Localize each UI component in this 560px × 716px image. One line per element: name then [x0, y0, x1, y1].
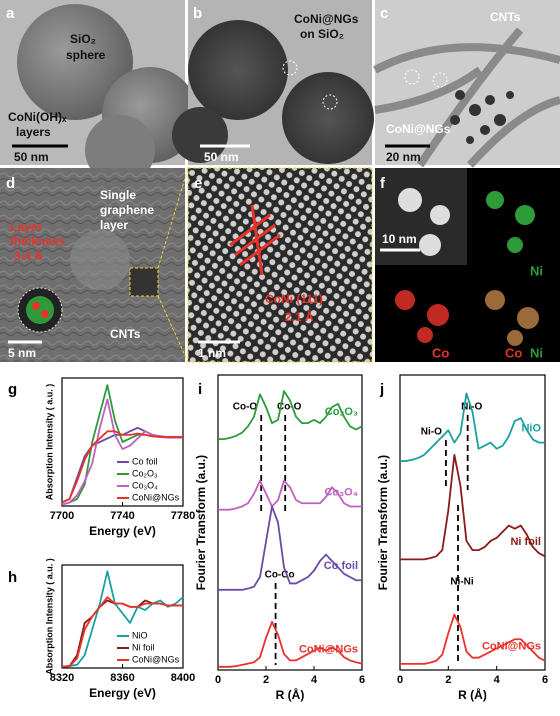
x-tick-label: 6 — [542, 674, 548, 686]
series-line — [400, 392, 545, 462]
panel-letter: i — [198, 381, 202, 398]
legend-label: NiO — [132, 630, 148, 640]
series-line — [218, 479, 362, 511]
x-tick-label: 8360 — [110, 672, 134, 684]
panel-a: a SiO₂ sphere CoNi(OH)ₓ layers 50 nm — [0, 0, 198, 185]
scale-label: 1 nm — [198, 346, 226, 360]
scale-label: 5 nm — [8, 346, 36, 360]
label: sphere — [66, 48, 106, 62]
x-tick-label: 8400 — [171, 672, 195, 684]
series-label: Co foil — [324, 560, 358, 572]
annotation: Co-O — [233, 402, 258, 413]
legend-label: Co foil — [132, 456, 158, 466]
plot-frame — [399, 374, 546, 671]
legend-label: CoNi@NGs — [132, 654, 180, 664]
x-tick-label: 2 — [263, 674, 269, 686]
scale-label: 50 nm — [204, 150, 239, 164]
panel-letter: b — [193, 5, 202, 22]
panel-letter: f — [380, 175, 386, 192]
label: CNTs — [110, 327, 141, 341]
label: CNTs — [490, 10, 521, 24]
x-axis-label: R (Å) — [458, 687, 487, 702]
x-tick-label: 7700 — [50, 510, 74, 522]
plot-frame — [61, 564, 184, 669]
scale-label: 10 nm — [382, 232, 417, 246]
legend-label: Ni foil — [132, 642, 155, 652]
annotation: Ni-Ni — [450, 577, 474, 588]
label: CoNi(OH)ₓ — [8, 110, 67, 124]
label: CoNi (111) — [265, 292, 323, 306]
annotation: Co-Co — [265, 570, 295, 581]
series-label: CoNi@NGs — [482, 641, 541, 653]
x-tick-label: 4 — [494, 674, 501, 686]
panel-letter: e — [194, 175, 202, 192]
plot-frame — [217, 374, 363, 671]
label: 2.1 Å — [285, 309, 314, 324]
panel-letter: h — [8, 569, 17, 586]
legend-label: Co₃O₄ — [132, 480, 158, 490]
series-line — [400, 613, 546, 665]
label: Ni — [530, 345, 543, 360]
series-label: Ni foil — [510, 536, 541, 548]
panel-e: e CoNi (111) 2.1 Å 1 nm — [187, 167, 373, 363]
x-tick-label: 8320 — [50, 672, 74, 684]
y-axis-label: Fourier Transform (a.u.) — [376, 455, 390, 590]
panel-letter: g — [8, 381, 17, 398]
x-axis-label: Energy (eV) — [89, 524, 156, 538]
label: Co — [432, 345, 449, 360]
panel-letter: c — [380, 5, 388, 22]
panel-letter: j — [379, 381, 384, 398]
series-line — [218, 390, 363, 441]
x-tick-label: 0 — [397, 674, 403, 686]
scale-label: 20 nm — [386, 150, 421, 164]
label: CoNi@NGs — [294, 12, 359, 26]
panel-d: d Single graphene layer Layer thickness … — [0, 168, 185, 362]
label: CoNi@NGs — [386, 122, 451, 136]
x-axis-label: Energy (eV) — [89, 686, 156, 700]
panel-c: c CNTs CoNi@NGs 20 nm — [373, 0, 560, 168]
label: Single — [100, 188, 136, 202]
x-tick-label: 7780 — [171, 510, 195, 522]
x-tick-label: 2 — [445, 674, 451, 686]
x-tick-label: 6 — [359, 674, 365, 686]
series-line — [61, 570, 184, 668]
y-axis-label: Absorption Intensity ( a.u. ) — [44, 384, 54, 501]
series-line — [400, 453, 546, 561]
label: graphene — [100, 203, 154, 217]
y-axis-label: Fourier Transform (a.u.) — [194, 455, 208, 590]
label: layer — [100, 218, 128, 232]
scale-label: 50 nm — [14, 150, 49, 164]
label: 3.4 Å — [14, 248, 43, 263]
label: Ni — [530, 263, 543, 278]
panel-b: b CoNi@NGs on SiO₂ 50 nm — [172, 0, 374, 165]
label: Co — [505, 345, 522, 360]
label: Layer — [10, 220, 42, 234]
label: thickness — [10, 234, 66, 248]
label: SiO₂ — [70, 32, 96, 46]
panel-letter: d — [6, 175, 15, 192]
annotation: Co-O — [277, 402, 302, 413]
series-line — [61, 398, 183, 506]
label: on SiO₂ — [300, 27, 344, 41]
series-label: NiO — [521, 423, 541, 435]
series-line — [218, 621, 363, 668]
series-line — [61, 430, 183, 504]
x-tick-label: 4 — [311, 674, 318, 686]
legend-label: Co₂O₃ — [132, 468, 158, 478]
series-label: Co₃O₄ — [324, 486, 358, 498]
x-axis-label: R (Å) — [276, 687, 305, 702]
series-line — [61, 596, 183, 668]
legend-label: CoNi@NGs — [132, 492, 180, 502]
x-tick-label: 7740 — [110, 510, 134, 522]
panel-letter: a — [6, 5, 15, 22]
series-line — [218, 505, 362, 591]
annotation: Ni-O — [421, 427, 442, 438]
series-label: CoNi@NGs — [299, 643, 358, 655]
panel-f: f 10 nm Ni Co Co Ni — [375, 168, 560, 362]
series-label: Co₂O₃ — [325, 406, 358, 418]
label: layers — [16, 125, 51, 139]
x-tick-label: 0 — [215, 674, 221, 686]
y-axis-label: Absorption Intensity ( a.u. ) — [44, 558, 54, 675]
